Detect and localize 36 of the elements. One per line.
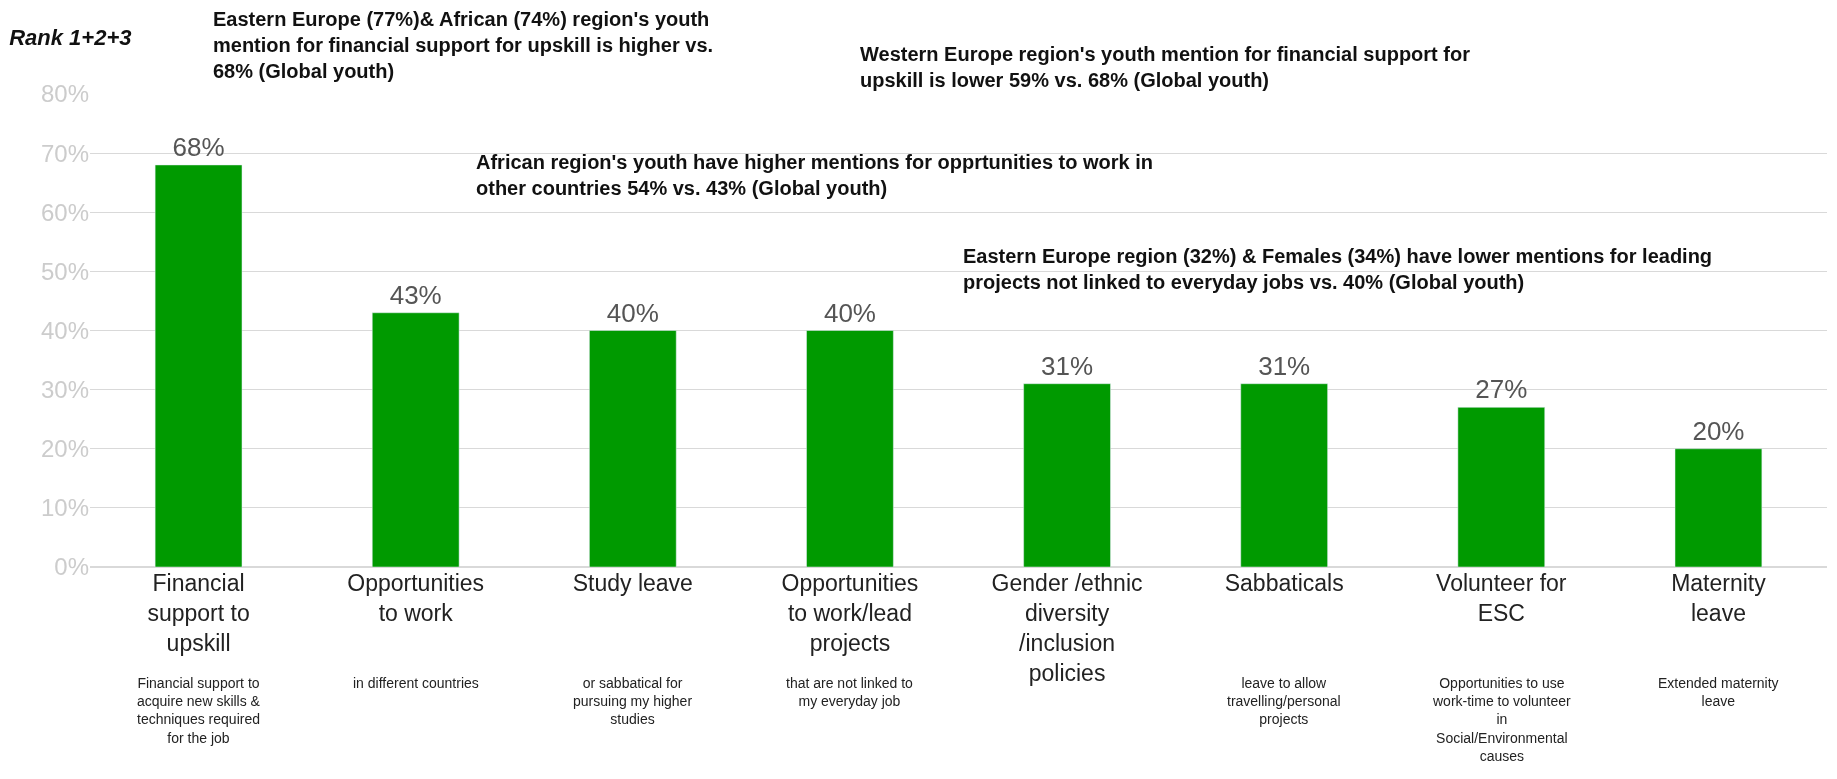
x-tick-label: Sabbaticals: [1224, 570, 1344, 596]
text: Eastern Europe (77%)& African (74%) region's youth mention for financial support for upskill is higher vs. 68% (Global youth): [213, 8, 714, 82]
bar: [154, 164, 243, 567]
text: Opportunities to use work-time to volunteer in Social/Environmental causes: [1432, 675, 1572, 764]
data-label: 68%: [172, 131, 225, 162]
x-tick-label: Volunteer for ESC: [1436, 570, 1567, 626]
text: Extended maternity leave: [1658, 675, 1779, 710]
text: Western Europe region's youth mention for financial support for upskill is lower 59% vs. 68% (Global youth): [860, 43, 1471, 91]
data-label: 31%: [1258, 350, 1311, 381]
x-tick-label: Maternity leave: [1671, 570, 1767, 626]
data-label: 40%: [606, 297, 659, 328]
bar: [1457, 407, 1545, 567]
text: Financial support to acquire new skills & techniques required for the job: [137, 675, 261, 746]
data-label: 40%: [823, 297, 876, 328]
bar: [806, 330, 894, 567]
data-label: 27%: [1475, 374, 1528, 405]
x-tick-label: Opportunities to work: [347, 570, 485, 626]
annotation: African region's youth have higher mentions for opprtunities to work in other countries 54% vs. 43% (Global youth): [476, 151, 1154, 199]
data-label: 31%: [1041, 350, 1094, 381]
bar: [589, 330, 677, 567]
bar: [1023, 383, 1111, 567]
annotation: Eastern Europe region (32%) & Females (34%) have lower mentions for leading projects not linked to everyday jobs vs. 40% (Global youth): [963, 245, 1713, 293]
bar: [1674, 448, 1763, 567]
text: leave to allow travelling/personal projects: [1227, 675, 1341, 728]
x-tick-label: Gender /ethnic diversity /inclusion policies: [991, 570, 1143, 686]
data-label: 43%: [389, 279, 442, 310]
bar: [372, 312, 460, 567]
x-tick-label: Financial support to upskill: [147, 570, 250, 656]
data-label: 20%: [1692, 415, 1745, 446]
text: or sabbatical for pursuing my higher studies: [573, 675, 693, 728]
bar: [1240, 383, 1328, 567]
text: in different countries: [353, 675, 479, 691]
x-tick-label: Study leave: [572, 570, 693, 596]
chart-title: Rank 1+2+3: [9, 25, 132, 51]
text: that are not linked to my everyday job: [786, 675, 914, 710]
x-tick-label: Opportunities to work/lead projects: [781, 570, 919, 656]
